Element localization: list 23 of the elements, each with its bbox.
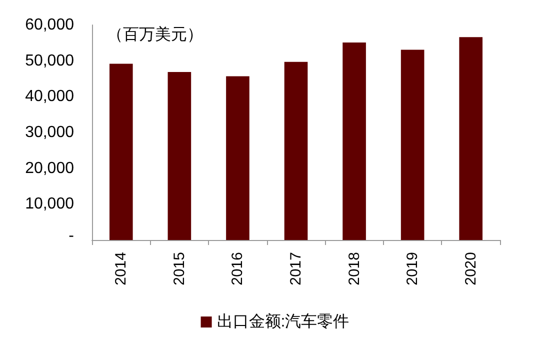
y-tick-label: 20,000 — [25, 160, 74, 177]
y-tick-label: - — [68, 228, 74, 244]
bar — [284, 62, 308, 240]
bar — [168, 72, 192, 240]
bar — [400, 50, 424, 240]
x-tick-label: 2020 — [462, 252, 480, 286]
x-tick-label: 2015 — [170, 252, 188, 286]
y-tick-label: 60,000 — [25, 16, 74, 34]
bar — [109, 64, 133, 240]
y-tick-label: 40,000 — [25, 88, 74, 106]
x-tick-label: 2014 — [112, 252, 130, 286]
y-tick-label: 50,000 — [25, 52, 74, 70]
y-tick-label: 10,000 — [25, 196, 74, 213]
x-tick-label: 2016 — [229, 252, 246, 286]
y-axis-title: （百万美元） — [107, 26, 203, 44]
x-tick-label: 2018 — [346, 252, 363, 286]
x-tick-label: 2017 — [288, 252, 304, 286]
bar — [342, 42, 366, 240]
bar — [226, 76, 250, 240]
legend-label: 出口金额:汽车零件 — [216, 312, 350, 330]
bar — [459, 37, 483, 240]
x-tick-label: 2019 — [404, 252, 422, 286]
y-tick-label: 30,000 — [25, 124, 74, 141]
